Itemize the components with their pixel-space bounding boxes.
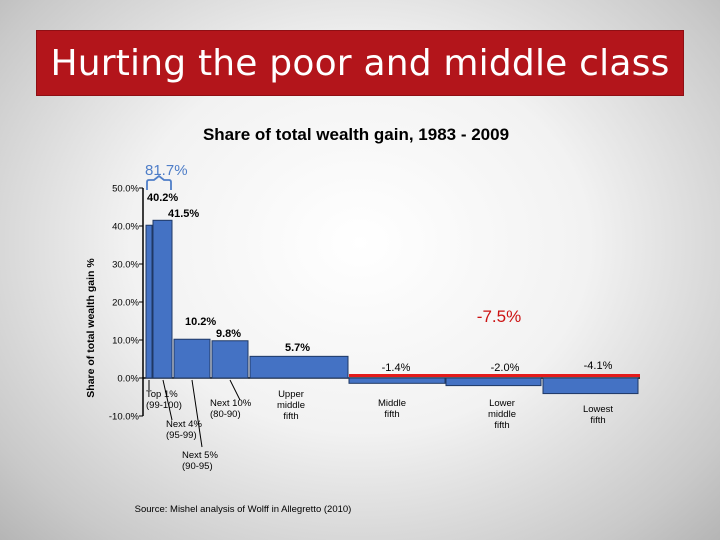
category-label-line: (99-100)	[146, 400, 182, 411]
category-label: Lower middle fifth	[488, 398, 516, 431]
data-label: 9.8%	[216, 328, 241, 340]
category-label-line: Upper	[278, 389, 304, 400]
title-banner: Hurting the poor and middle class	[36, 30, 684, 96]
bar	[445, 377, 542, 387]
category-label-line: Middle	[378, 398, 406, 409]
category-label: Top 1% (99-100)	[146, 389, 182, 411]
bar	[542, 377, 639, 395]
category-label-line: (95-99)	[166, 430, 197, 441]
y-tick-label: 10.0%	[112, 336, 139, 347]
y-tick-label: 40.0%	[112, 222, 139, 233]
category-label-line: Top 1%	[146, 389, 178, 400]
category-label-line: (80-90)	[210, 409, 241, 420]
y-tick-label: 0.0%	[117, 374, 139, 385]
bar	[145, 224, 153, 379]
bar	[348, 377, 446, 384]
category-label-line: middle	[488, 409, 516, 420]
category-label-line: fifth	[283, 411, 298, 422]
slide-title: Hurting the poor and middle class	[50, 42, 670, 84]
category-label: Lowest fifth	[583, 404, 613, 426]
category-label-line: Next 10%	[210, 398, 252, 409]
category-label-line: fifth	[590, 415, 605, 426]
top-group-total-label: 81.7%	[145, 162, 188, 179]
chart-plot-area: 50.0% 40.0% 30.0% 20.0% 10.0% 0.0% -10.0% 40.2%…	[109, 162, 640, 472]
category-label-line: Next 5%	[182, 450, 218, 461]
bottom-group-total-label: -7.5%	[477, 307, 521, 326]
data-label: -2.0%	[491, 362, 520, 374]
bar	[211, 340, 249, 379]
data-label: -1.4%	[382, 362, 411, 374]
category-label-line: fifth	[494, 420, 509, 431]
leader-next4	[162, 379, 173, 421]
leader-next5	[191, 379, 203, 448]
bar	[173, 338, 211, 379]
category-label-line: Lowest	[583, 404, 613, 415]
data-label: -4.1%	[584, 360, 613, 372]
category-label: Middle fifth	[378, 398, 406, 420]
category-label: Next 10% (80-90)	[210, 398, 252, 420]
data-label: 5.7%	[285, 342, 310, 354]
group-bracket	[146, 174, 172, 190]
data-label: 40.2%	[147, 192, 178, 204]
y-tick-label: -10.0%	[109, 412, 140, 423]
category-label-line: (90-95)	[182, 461, 213, 472]
chart-title: Share of total wealth gain, 1983 - 2009	[203, 125, 509, 144]
data-label: 10.2%	[185, 316, 216, 328]
category-label: Upper middle fifth	[277, 389, 305, 422]
data-label: 41.5%	[168, 208, 199, 220]
category-label: Next 5% (90-95)	[182, 450, 218, 472]
y-tick-label: 30.0%	[112, 260, 139, 271]
bar	[249, 355, 349, 379]
source-note: Source: Mishel analysis of Wolff in Alle…	[135, 504, 352, 515]
leader-next10	[229, 379, 241, 401]
category-label: Next 4% (95-99)	[166, 419, 202, 441]
y-tick-label: 20.0%	[112, 298, 139, 309]
bottom-group-highlight	[349, 374, 640, 377]
y-tick-label: 50.0%	[112, 184, 139, 195]
bar	[152, 219, 173, 379]
category-label-line: Next 4%	[166, 419, 202, 430]
y-axis-label: Share of total wealth gain %	[85, 258, 97, 398]
category-label-line: Lower	[489, 398, 515, 409]
category-label-line: middle	[277, 400, 305, 411]
category-label-line: fifth	[384, 409, 399, 420]
